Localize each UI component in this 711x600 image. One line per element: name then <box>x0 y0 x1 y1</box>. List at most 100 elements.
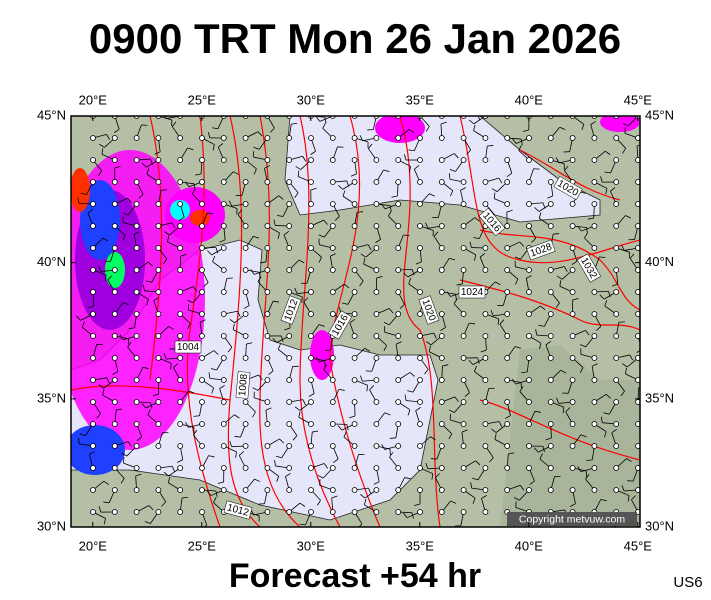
barb-station <box>547 487 554 493</box>
barb-flag <box>193 415 200 417</box>
barb-station <box>111 179 118 185</box>
barb-flag <box>469 241 472 248</box>
barb-staff <box>507 116 508 117</box>
barb-flag <box>468 119 475 125</box>
barb-station <box>286 443 293 449</box>
barb-flag <box>274 459 276 467</box>
barb-station <box>177 311 184 317</box>
barb-flag <box>477 116 481 121</box>
barb-station <box>133 157 140 163</box>
barb-station <box>569 333 576 339</box>
barb-flag <box>359 135 364 141</box>
barb-flag <box>430 458 437 460</box>
barb-flag <box>103 480 109 485</box>
barb-station <box>264 399 271 405</box>
barb-flag <box>87 209 94 214</box>
barb-station <box>569 223 576 229</box>
barb-station <box>417 201 423 207</box>
barb-station <box>133 487 140 493</box>
barb-station <box>438 289 445 295</box>
barb-station <box>438 157 445 163</box>
barb-station <box>90 179 96 185</box>
barb-station <box>395 311 402 317</box>
barb-station <box>438 399 445 405</box>
barb-station <box>264 135 271 141</box>
barb-flag <box>520 382 522 389</box>
barb-station <box>591 157 598 163</box>
barb-flag <box>138 194 144 199</box>
isobar-label-box <box>280 295 302 325</box>
barb-station <box>242 157 249 163</box>
barb-staff <box>288 116 290 117</box>
barb-station <box>438 421 445 427</box>
isobar-label-box <box>553 175 583 201</box>
barb-station <box>264 487 271 493</box>
barb-flag <box>621 244 625 251</box>
barb-station <box>591 421 598 427</box>
barb-flag <box>560 369 567 374</box>
barb-station <box>242 465 249 471</box>
barb-station <box>286 179 293 185</box>
barb-station <box>177 157 184 163</box>
barb-station <box>635 487 640 493</box>
isobar-label: 1008 <box>235 371 251 399</box>
barb-flag <box>277 215 284 217</box>
barb-station <box>90 201 96 207</box>
barb-flag <box>450 190 454 197</box>
barb-flag <box>136 436 143 441</box>
barb-flag <box>403 234 410 236</box>
barb-station <box>264 465 271 471</box>
barb-station <box>635 157 640 163</box>
barb-flag <box>493 192 496 199</box>
barb-flag <box>519 386 524 392</box>
barb-station <box>286 135 293 141</box>
barb-flag <box>303 297 309 303</box>
barb-station <box>504 223 511 229</box>
barb-station <box>286 399 293 405</box>
barb-station <box>308 487 314 493</box>
barb-flag <box>518 144 522 151</box>
barb-station <box>242 289 249 295</box>
barb-station <box>460 355 467 361</box>
lon-label: 45°E <box>624 92 653 107</box>
barb-flag <box>494 433 497 440</box>
lon-label: 30°E <box>297 92 326 107</box>
barb-flag <box>259 272 261 279</box>
barb-station <box>199 487 205 493</box>
barb-station <box>591 443 598 449</box>
barb-station <box>417 465 423 471</box>
barb-station <box>90 135 96 141</box>
barb-station <box>351 421 358 427</box>
barb-station <box>504 465 511 471</box>
barb-station <box>569 157 576 163</box>
barb-station <box>438 487 445 493</box>
barb-station <box>591 355 598 361</box>
barb-station <box>526 201 532 207</box>
barb-station <box>504 333 511 339</box>
barb-station <box>308 509 314 515</box>
barb-station <box>395 135 402 141</box>
barb-station <box>417 135 423 141</box>
barb-flag <box>473 237 480 239</box>
barb-flag <box>349 415 356 419</box>
barb-station <box>438 311 445 317</box>
barb-flag <box>359 280 364 287</box>
barb-station <box>133 245 140 251</box>
barb-station <box>438 377 445 383</box>
barb-flag <box>468 360 474 365</box>
barb-flag <box>105 274 107 282</box>
model-code: US6 <box>673 574 702 591</box>
barb-station <box>635 355 640 361</box>
barb-flag <box>164 116 167 119</box>
barb-flag <box>612 283 618 287</box>
barb-flag <box>195 173 202 176</box>
barb-station <box>395 443 402 449</box>
barb-flag <box>425 463 429 469</box>
barb-station <box>286 487 293 493</box>
barb-station <box>199 201 205 207</box>
barb-flag <box>178 217 185 221</box>
barb-station <box>591 245 598 251</box>
barb-station <box>155 201 162 207</box>
barb-flag <box>399 304 405 309</box>
barb-flag <box>631 495 637 500</box>
